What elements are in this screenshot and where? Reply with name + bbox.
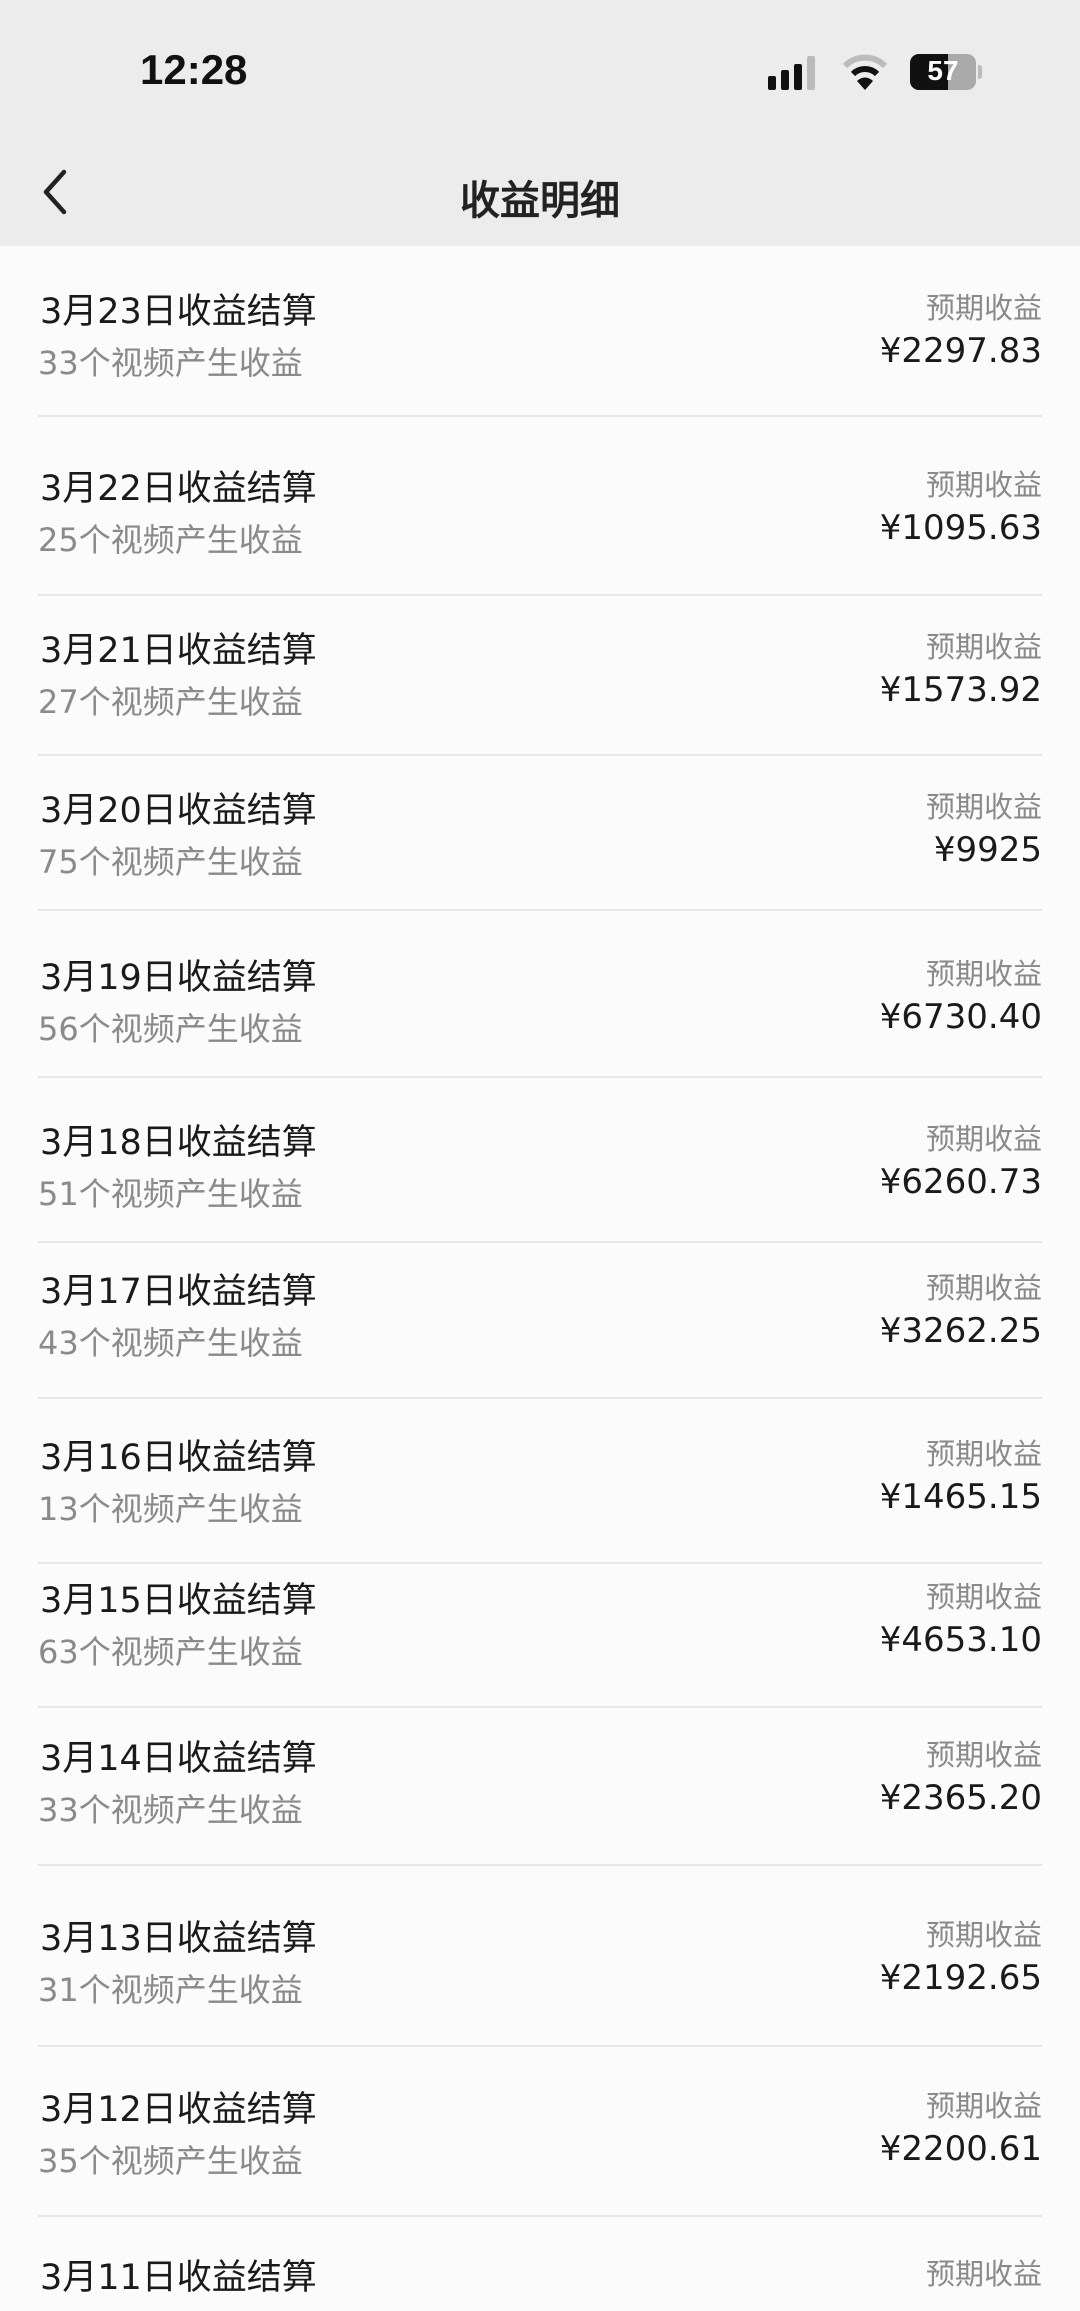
- expected-earnings-label: 预期收益: [925, 790, 1042, 824]
- divider: [38, 2045, 1042, 2047]
- expected-earnings-label: 预期收益: [925, 957, 1042, 991]
- earnings-amount: ¥1095.63: [879, 508, 1042, 548]
- item-title: 3月20日收益结算: [40, 791, 317, 831]
- battery-tip: [978, 65, 982, 79]
- earnings-amount: ¥2297.83: [879, 331, 1042, 371]
- item-subtitle: 33个视频产生收益: [38, 1791, 303, 1829]
- item-title: 3月21日收益结算: [40, 631, 317, 671]
- expected-earnings-label: 预期收益: [925, 1738, 1042, 1772]
- divider: [38, 415, 1042, 417]
- item-title: 3月11日收益结算: [40, 2258, 317, 2298]
- expected-earnings-label: 预期收益: [925, 1122, 1042, 1156]
- earnings-amount: ¥2192.65: [879, 1958, 1042, 1998]
- item-title: 3月15日收益结算: [40, 1581, 317, 1621]
- earnings-amount: ¥6730.40: [879, 997, 1042, 1037]
- earnings-amount: ¥6260.73: [879, 1162, 1042, 1202]
- divider: [38, 909, 1042, 911]
- item-title: 3月22日收益结算: [40, 469, 317, 509]
- battery-icon: 57: [910, 54, 976, 90]
- divider: [38, 754, 1042, 756]
- divider: [38, 1076, 1042, 1078]
- battery-percent: 57: [927, 55, 959, 86]
- item-title: 3月16日收益结算: [40, 1438, 317, 1478]
- item-title: 3月19日收益结算: [40, 958, 317, 998]
- wifi-icon: [842, 54, 888, 90]
- item-title: 3月12日收益结算: [40, 2090, 317, 2130]
- earnings-amount: ¥3262.25: [879, 1311, 1042, 1351]
- item-title: 3月17日收益结算: [40, 1272, 317, 1312]
- item-subtitle: 13个视频产生收益: [38, 1490, 303, 1528]
- item-subtitle: 63个视频产生收益: [38, 1633, 303, 1671]
- divider: [38, 1241, 1042, 1243]
- item-subtitle: 33个视频产生收益: [38, 344, 303, 382]
- earnings-amount: ¥4653.10: [879, 1620, 1042, 1660]
- earnings-amount: ¥2200.61: [879, 2129, 1042, 2169]
- item-title: 3月23日收益结算: [40, 292, 317, 332]
- expected-earnings-label: 预期收益: [925, 1580, 1042, 1614]
- item-subtitle: 31个视频产生收益: [38, 1971, 303, 2009]
- earnings-amount: ¥1465.15: [879, 1477, 1042, 1517]
- expected-earnings-label: 预期收益: [925, 630, 1042, 664]
- divider: [38, 1864, 1042, 1866]
- expected-earnings-label: 预期收益: [925, 1271, 1042, 1305]
- item-subtitle: 27个视频产生收益: [38, 683, 303, 721]
- divider: [38, 594, 1042, 596]
- earnings-amount: ¥9925: [933, 830, 1042, 870]
- item-subtitle: 43个视频产生收益: [38, 1324, 303, 1362]
- item-subtitle: 56个视频产生收益: [38, 1010, 303, 1048]
- earnings-amount: ¥2365.20: [879, 1778, 1042, 1818]
- item-subtitle: 35个视频产生收益: [38, 2142, 303, 2180]
- divider: [38, 1397, 1042, 1399]
- earnings-amount: ¥1573.92: [879, 670, 1042, 710]
- divider: [38, 1706, 1042, 1708]
- item-subtitle: 75个视频产生收益: [38, 843, 303, 881]
- divider: [38, 2215, 1042, 2217]
- expected-earnings-label: 预期收益: [925, 2257, 1042, 2291]
- item-subtitle: 25个视频产生收益: [38, 521, 303, 559]
- item-title: 3月14日收益结算: [40, 1739, 317, 1779]
- chevron-left-icon[interactable]: [36, 166, 76, 218]
- status-time: 12:28: [140, 46, 248, 93]
- top-bar: 12:28 57 收益明细: [0, 0, 1080, 246]
- expected-earnings-label: 预期收益: [925, 291, 1042, 325]
- divider: [38, 1562, 1042, 1564]
- expected-earnings-label: 预期收益: [925, 2089, 1042, 2123]
- cellular-signal-icon: [768, 56, 815, 90]
- expected-earnings-label: 预期收益: [925, 468, 1042, 502]
- item-title: 3月13日收益结算: [40, 1919, 317, 1959]
- page-title: 收益明细: [460, 178, 620, 224]
- expected-earnings-label: 预期收益: [925, 1918, 1042, 1952]
- item-subtitle: 51个视频产生收益: [38, 1175, 303, 1213]
- item-title: 3月18日收益结算: [40, 1123, 317, 1163]
- expected-earnings-label: 预期收益: [925, 1437, 1042, 1471]
